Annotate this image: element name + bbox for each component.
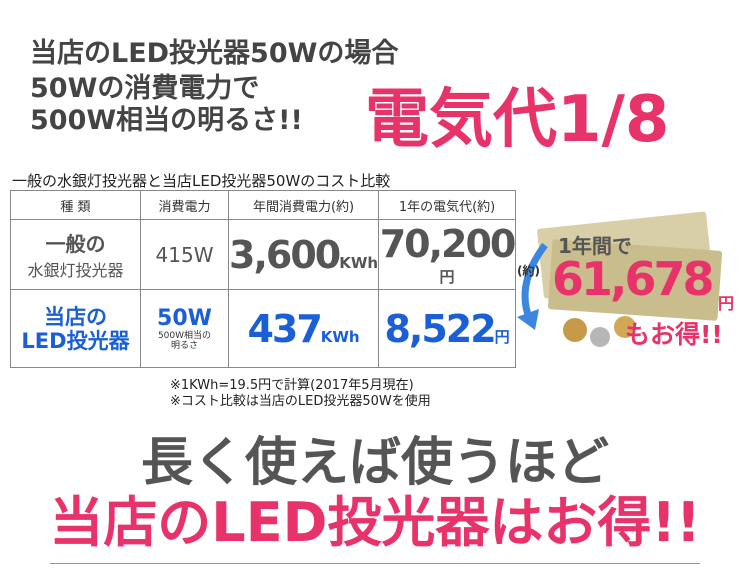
table-header: 年間消費電力(約) xyxy=(227,190,380,220)
note: ※コスト比較は当店のLED投光器50Wを使用 xyxy=(170,394,431,409)
divider xyxy=(50,563,700,564)
headline: 電気代1/8 xyxy=(365,83,670,157)
cost-value: 8,522 xyxy=(384,306,496,351)
type-text: LED投光器 xyxy=(21,328,130,353)
footer-line: 長く使えば使うほど xyxy=(140,433,609,493)
power-note-line: 500W相当の xyxy=(157,331,212,341)
kwh-value: 437 xyxy=(247,306,322,351)
power-cell: 415W xyxy=(140,219,229,290)
savings-approx: (約) xyxy=(517,264,540,278)
type-text: 一般の xyxy=(45,232,106,256)
power-note: 500W相当の 明るさ xyxy=(141,331,228,351)
savings-amount: 61,678 xyxy=(552,252,715,306)
table-header: 消費電力 xyxy=(140,190,229,220)
power-value: 50W xyxy=(157,306,212,331)
table-header: 1年の電気代(約) xyxy=(378,190,517,220)
power-cell: 50W 500W相当の 明るさ xyxy=(140,289,229,368)
footer-line: 当店のLED投光器はお得!! xyxy=(49,491,701,554)
kwh-cell: 3,600KWh xyxy=(227,219,380,290)
comparison-table: 種 類 消費電力 年間消費電力(約) 1年の電気代(約) 一般の水銀灯投光器 4… xyxy=(10,190,516,368)
kwh-cell: 437KWh xyxy=(227,289,380,368)
table-caption: 一般の水銀灯投光器と当店LED投光器50Wのコスト比較 xyxy=(12,172,391,190)
savings-graphic xyxy=(517,211,723,347)
yen-unit: 円 xyxy=(439,268,455,286)
type-cell: 当店の LED投光器 xyxy=(10,289,141,368)
header-line: 50Wの消費電力で xyxy=(30,73,260,104)
cost-value: 70,200 xyxy=(379,222,517,266)
type-cell: 一般の 水銀灯投光器 xyxy=(10,219,141,290)
table-header: 種 類 xyxy=(10,190,141,220)
savings-unit: 円 xyxy=(718,294,735,313)
coin xyxy=(563,318,587,342)
cost-cell: 8,522円 xyxy=(378,289,517,368)
type-text: 当店の xyxy=(44,304,107,329)
yen-unit: 円 xyxy=(494,327,510,346)
type-text: 水銀灯投光器 xyxy=(27,261,124,280)
savings-tail: もお得!! xyxy=(625,320,723,349)
arrow-head xyxy=(517,309,539,330)
bill xyxy=(547,239,723,321)
header-line: 500W相当の明るさ!! xyxy=(30,105,303,136)
note: ※1KWh=19.5円で計算(2017年5月現在) xyxy=(170,378,414,393)
coin xyxy=(590,327,610,347)
kwh-unit: KWh xyxy=(339,253,379,272)
savings-period: 1年間で xyxy=(558,234,632,258)
coin xyxy=(614,316,636,338)
power-note-line: 明るさ xyxy=(170,341,198,351)
header-line: 当店のLED投光器50Wの場合 xyxy=(30,38,399,69)
kwh-unit: KWh xyxy=(320,327,360,346)
kwh-value: 3,600 xyxy=(229,232,341,277)
cost-cell: 70,200 円 xyxy=(378,219,517,290)
arrow xyxy=(521,242,548,322)
